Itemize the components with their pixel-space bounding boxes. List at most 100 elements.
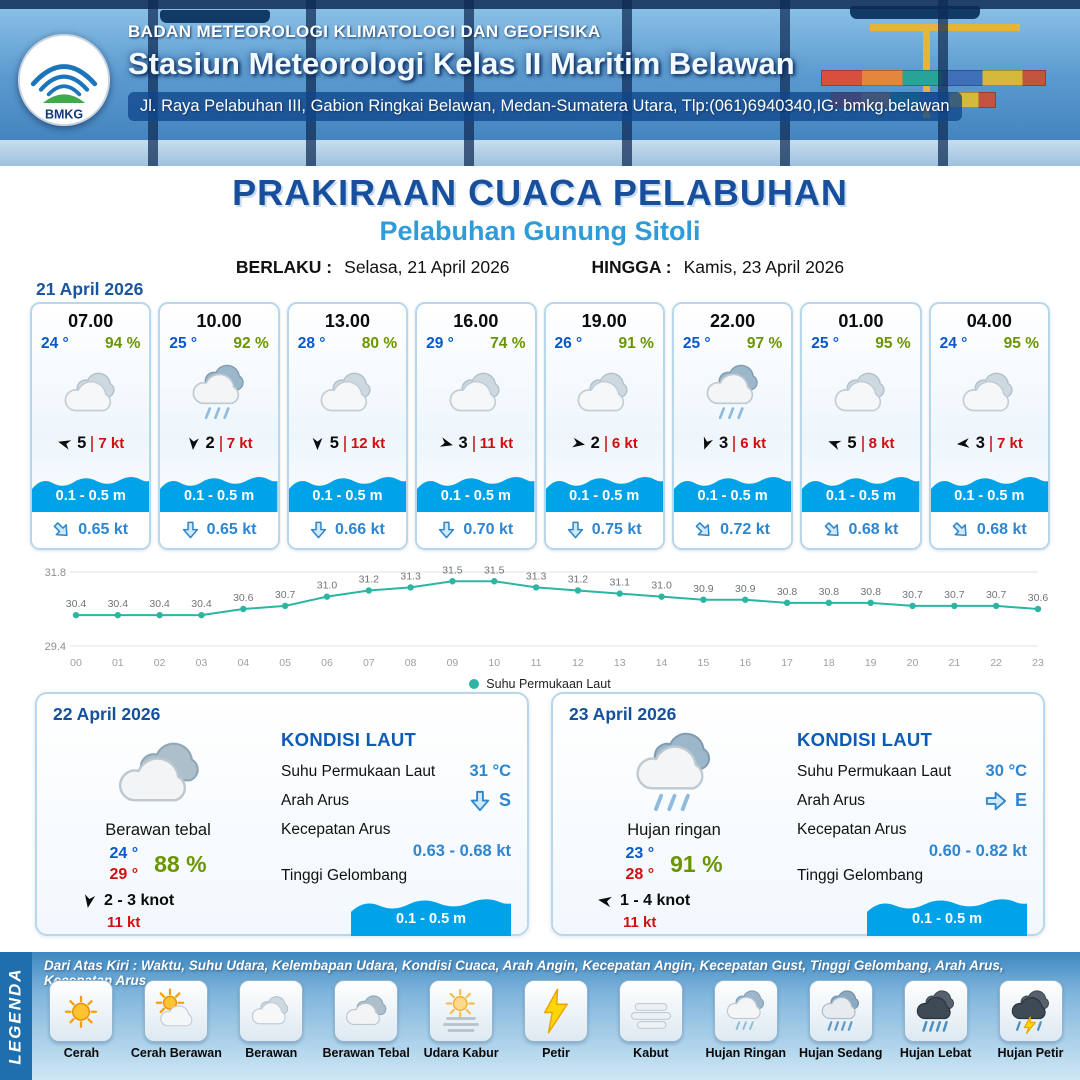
current-direction-label: Arah Arus: [797, 791, 866, 809]
wave-height-label: Tinggi Gelombang: [797, 866, 924, 884]
legend-tile: [239, 980, 304, 1042]
wind-speed: 2: [205, 434, 215, 452]
svg-text:31.2: 31.2: [359, 574, 380, 586]
svg-text:30.8: 30.8: [819, 586, 840, 598]
humidity: 95 %: [875, 335, 911, 352]
bmkg-logo: BMKG: [16, 32, 112, 128]
hourly-forecast-card: 04.00 24 ° 95 % 3 7 kt 0.1 - 0.5 m 0.68 …: [928, 302, 1050, 550]
svg-text:11: 11: [531, 657, 542, 669]
svg-text:03: 03: [196, 657, 208, 669]
wind-row: 2 6 kt: [546, 434, 663, 453]
wind-speed: 5: [847, 434, 857, 452]
svg-text:31.8: 31.8: [45, 567, 66, 579]
berawan-icon: [252, 996, 289, 1025]
current-speed: 0.60 - 0.82 kt: [928, 842, 1027, 860]
forecast-time: 22.00: [710, 311, 756, 331]
svg-text:30.8: 30.8: [860, 586, 881, 598]
svg-text:10: 10: [488, 657, 500, 669]
valid-to-value: Kamis, 23 April 2026: [683, 257, 845, 277]
svg-text:30.6: 30.6: [1028, 592, 1049, 604]
wave-height: 0.1 - 0.5 m: [954, 488, 1025, 504]
air-temperature: 25 °: [682, 335, 711, 352]
svg-text:29.4: 29.4: [45, 641, 66, 653]
hujan-sedang-icon: [821, 990, 859, 1031]
header-banner: BMKG BADAN METEOROLOGI KLIMATOLOGI DAN G…: [0, 0, 1080, 166]
humidity: 91 %: [618, 335, 654, 352]
legend-tile: [429, 980, 494, 1042]
legend-label: Berawan: [245, 1046, 298, 1060]
wind-direction-arrow-icon: [84, 893, 96, 908]
current-direction-letter: S: [498, 790, 511, 810]
wind-speed: 5: [329, 434, 339, 452]
humidity: 88 %: [154, 851, 207, 878]
current-row: 0.72 kt: [673, 512, 792, 548]
wave-height-band: 0.1 - 0.5 m: [930, 472, 1048, 512]
svg-text:00: 00: [70, 657, 82, 669]
weather-condition-icon-slot: [160, 355, 277, 431]
wind-row: 5 12 kt: [289, 434, 406, 453]
wind-direction-arrow-icon: [312, 437, 323, 451]
legend-band: Dari Atas Kiri : Waktu, Suhu Udara, Kele…: [0, 952, 1080, 1080]
berawan-icon: [834, 372, 885, 412]
forecast-time: 13.00: [324, 311, 370, 331]
legend-title: LEGENDA: [6, 967, 25, 1065]
wind-speed: 3: [458, 434, 468, 452]
wind-row: 2 - 3 knot: [81, 892, 174, 910]
svg-text:31.0: 31.0: [317, 580, 338, 592]
weather-condition-icon-slot: [931, 355, 1048, 431]
wind-speed: 1 - 4 knot: [620, 891, 691, 909]
hujan-ringan-icon: [706, 364, 758, 420]
svg-text:22: 22: [990, 657, 1002, 669]
humidity: 97 %: [746, 335, 783, 352]
wave-graphic: [930, 477, 1048, 512]
legend-tile: [713, 980, 778, 1042]
gust-speed: 11 kt: [479, 435, 514, 452]
hourly-forecast-card: 22.00 25 ° 97 % 3 6 kt 0.1 - 0.5 m 0.72 …: [671, 302, 794, 550]
wave-height: 0.1 - 0.5 m: [911, 911, 983, 927]
legend-label: Hujan Lebat: [899, 1046, 972, 1060]
weather-condition-icon-slot: [111, 727, 206, 819]
legend-side-strip: LEGENDA: [0, 952, 32, 1080]
hourly-forecast-card: 07.00 24 ° 94 % 5 7 kt 0.1 - 0.5 m 0.65 …: [30, 302, 152, 550]
berawan-icon: [577, 372, 628, 412]
svg-text:17: 17: [781, 657, 793, 669]
divider: [343, 435, 346, 452]
valid-from-value: Selasa, 21 April 2026: [344, 257, 510, 277]
port-name: Pelabuhan Gunung Sitoli: [379, 216, 701, 246]
temp-max: 29 °: [109, 865, 139, 883]
legend-label: Petir: [542, 1046, 570, 1060]
hourly-forecast-row: 07.00 24 ° 94 % 5 7 kt 0.1 - 0.5 m 0.65 …: [30, 302, 1050, 550]
humidity: 91 %: [670, 851, 723, 878]
air-temperature: 29 °: [426, 335, 454, 352]
wind-direction-arrow-icon: [188, 437, 199, 451]
legend-items: Cerah Cerah Berawan Berawan Berawan Teba…: [34, 980, 1078, 1078]
udara-kabur-icon: [443, 988, 479, 1032]
svg-text:31.3: 31.3: [400, 570, 421, 582]
wave-height: 0.1 - 0.5 m: [312, 488, 383, 504]
berawan-icon: [449, 372, 500, 412]
gust-speed: 11 kt: [107, 913, 141, 931]
current-direction-arrow-icon: [985, 791, 1007, 810]
weather-condition-icon-slot: [546, 355, 663, 431]
gust-speed: 12 kt: [350, 435, 386, 452]
svg-text:30.7: 30.7: [902, 589, 923, 601]
legend-label: Hujan Petir: [997, 1046, 1064, 1060]
weather-condition-icon-slot: [802, 355, 919, 431]
legend-item: Petir: [510, 980, 602, 1061]
gust-speed: 7 kt: [226, 435, 253, 452]
valid-from-label: BERLAKU :: [235, 257, 333, 277]
svg-text:06: 06: [321, 657, 333, 669]
wave-height-band: 0.1 - 0.5 m: [545, 472, 663, 512]
wave-height-band: 0.1 - 0.5 m: [32, 472, 150, 512]
temp-min: 24 °: [109, 845, 139, 862]
legend-tile: [334, 980, 399, 1042]
validity-period: BERLAKU : Selasa, 21 April 2026 HINGGA :…: [0, 257, 1080, 278]
svg-text:30.8: 30.8: [777, 586, 798, 598]
weather-condition-icon-slot: [32, 355, 149, 431]
humidity: 92 %: [233, 335, 269, 352]
sst-label: Suhu Permukaan Laut: [281, 762, 436, 780]
current-speed: 0.68 kt: [848, 521, 899, 538]
humidity: 80 %: [361, 335, 398, 352]
current-speed: 0.66 kt: [335, 521, 385, 538]
svg-text:30.4: 30.4: [191, 598, 212, 610]
